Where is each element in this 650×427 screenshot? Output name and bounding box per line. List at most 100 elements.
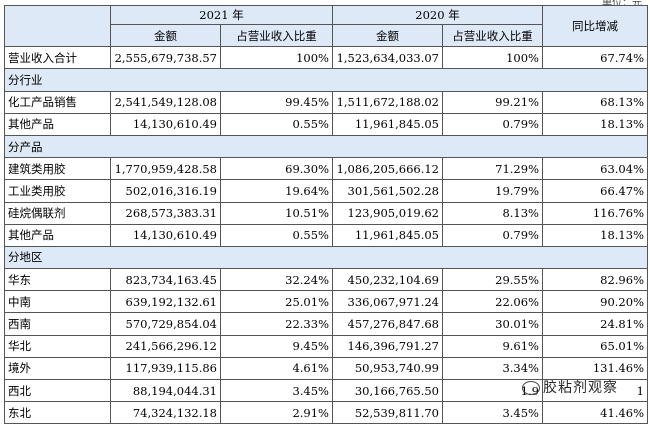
ratio-2020: 100% (442, 46, 543, 70)
yoy-change: 63.04% (542, 157, 648, 181)
amount-2020: 1,511,672,188.02 (332, 90, 443, 114)
amount-2020: 52,539,811.70 (332, 401, 443, 425)
section-title: 分行业 (4, 68, 648, 92)
total-row: 营业收入合计 2,555,679,738.57 100% 1,523,634,0… (4, 46, 648, 70)
ratio-2020: 71.29% (442, 157, 543, 181)
amount-2020: 50,953,740.99 (332, 356, 443, 381)
ratio-2020: 8.13% (442, 201, 543, 225)
yoy-change: 66.47% (542, 179, 648, 203)
amount-2020: 457,276,847.68 (332, 312, 443, 336)
ratio-2020: 3.45% (442, 401, 543, 425)
amount-2020: 336,067,971.24 (332, 290, 443, 314)
row-label: 化工产品销售 (4, 90, 111, 114)
header-ratio-2021: 占营业收入比重 (220, 23, 333, 48)
row-label: 建筑类用胶 (4, 157, 111, 181)
table-row: 华东 823,734,163.45 32.24% 450,232,104.69 29.5… (4, 268, 648, 292)
section-title: 分地区 (4, 245, 648, 270)
ratio-2021: 100% (220, 46, 333, 70)
ratio-2020: 29.55% (442, 268, 543, 292)
ratio-2021: 0.55% (220, 223, 333, 247)
ratio-2020: 3.34% (442, 356, 543, 381)
amount-2020: 1,523,634,033.07 (332, 46, 443, 70)
ratio-2020: 99.21% (442, 90, 543, 114)
watermark: 胶粘剂观察 (522, 377, 618, 397)
row-label: 东北 (4, 401, 111, 425)
ratio-2021: 4.61% (220, 356, 333, 381)
ratio-2021: 0.55% (220, 112, 333, 136)
table-row: 东北 74,324,132.18 2.91% 52,539,811.70 3.45% 41… (4, 401, 648, 425)
yoy-change: 18.13% (542, 112, 648, 136)
amount-2020: 11,961,845.05 (332, 112, 443, 136)
amount-2021: 2,555,679,738.57 (110, 46, 221, 70)
ratio-2021: 25.01% (220, 290, 333, 314)
amount-2021: 241,566,296.12 (110, 334, 221, 358)
row-label: 西南 (4, 312, 111, 336)
amount-2021: 2,541,549,128.08 (110, 90, 221, 114)
ratio-2020: 19.79% (442, 179, 543, 203)
section-row: 分地区 (4, 245, 648, 270)
watermark-text: 胶粘剂观察 (543, 380, 618, 396)
row-label: 华北 (4, 334, 111, 358)
amount-2021: 14,130,610.49 (110, 223, 221, 247)
amount-2021: 823,734,163.45 (110, 268, 221, 292)
ratio-2021: 10.51% (220, 201, 333, 225)
header-year-2021: 2021 年 (110, 5, 333, 25)
section-row: 分行业 (4, 68, 648, 92)
amount-2021: 502,016,316.19 (110, 179, 221, 203)
header-amount-2020: 金额 (332, 23, 443, 48)
row-label: 境外 (4, 356, 111, 381)
row-label: 工业类用胶 (4, 179, 111, 203)
table-row: 境外 117,939,115.86 4.61% 50,953,740.99 3.34% 1… (4, 356, 648, 381)
yoy-change: 68.13% (542, 90, 648, 114)
section-row: 分产品 (4, 134, 648, 159)
row-label: 其他产品 (4, 223, 111, 247)
ratio-2021: 3.45% (220, 378, 333, 403)
section-title: 分产品 (4, 134, 648, 159)
table-row: 西北 88,194,044.31 3.45% 30,166,765.50 1.9 1 (4, 378, 648, 403)
row-label: 西北 (4, 378, 111, 403)
amount-2021: 268,573,383.31 (110, 201, 221, 225)
table-row: 中南 639,192,132.61 25.01% 336,067,971.24 22.0… (4, 290, 648, 314)
amount-2020: 146,396,791.27 (332, 334, 443, 358)
amount-2020: 301,561,502.28 (332, 179, 443, 203)
yoy-change: 90.20% (542, 290, 648, 314)
table-row: 西南 570,729,854.04 22.33% 457,276,847.68 30.0… (4, 312, 648, 336)
table-row: 建筑类用胶 1,770,959,428.58 69.30% 1,086,205,666… (4, 157, 648, 181)
ratio-2020: 0.79% (442, 112, 543, 136)
ratio-2021: 19.64% (220, 179, 333, 203)
header-change: 同比增减 (542, 4, 648, 48)
table-row: 化工产品销售 2,541,549,128.08 99.45% 1,511,672,18… (4, 90, 648, 114)
revenue-breakdown-table: 2021 年 2020 年 同比增减 金额 占营业收入比重 金额 占营业收入比重… (4, 4, 648, 425)
unit-note: 单位：元 (602, 0, 642, 9)
table-row: 硅烷偶联剂 268,573,383.31 10.51% 123,905,019.62 8… (4, 201, 648, 225)
amount-2021: 639,192,132.61 (110, 290, 221, 314)
table-row: 工业类用胶 502,016,316.19 19.64% 301,561,502.28 1… (4, 179, 648, 203)
header-year-2020: 2020 年 (332, 5, 543, 25)
yoy-change: 116.76% (542, 201, 648, 225)
yoy-change: 67.74% (542, 46, 648, 70)
amount-2020: 11,961,845.05 (332, 223, 443, 247)
header-blank (4, 4, 111, 48)
ratio-2021: 32.24% (220, 268, 333, 292)
header-ratio-2020: 占营业收入比重 (442, 23, 543, 48)
amount-2020: 450,232,104.69 (332, 268, 443, 292)
ratio-2020: 0.79% (442, 223, 543, 247)
ratio-2020: 22.06% (442, 290, 543, 314)
row-label: 营业收入合计 (4, 46, 111, 70)
yoy-change: 24.81% (542, 312, 648, 336)
row-label: 华东 (4, 268, 111, 292)
amount-2021: 1,770,959,428.58 (110, 157, 221, 181)
amount-2021: 570,729,854.04 (110, 312, 221, 336)
table-row: 华北 241,566,296.12 9.45% 146,396,791.27 9.61%… (4, 334, 648, 358)
amount-2020: 123,905,019.62 (332, 201, 443, 225)
row-label: 中南 (4, 290, 111, 314)
ratio-2021: 69.30% (220, 157, 333, 181)
row-label: 硅烷偶联剂 (4, 201, 111, 225)
table-row: 其他产品 14,130,610.49 0.55% 11,961,845.05 0.79%… (4, 112, 648, 136)
amount-2021: 74,324,132.18 (110, 401, 221, 425)
ratio-2020: 9.61% (442, 334, 543, 358)
table-row: 其他产品 14,130,610.49 0.55% 11,961,845.05 0.79%… (4, 223, 648, 247)
row-label: 其他产品 (4, 112, 111, 136)
yoy-change: 18.13% (542, 223, 648, 247)
ratio-2020: 30.01% (442, 312, 543, 336)
